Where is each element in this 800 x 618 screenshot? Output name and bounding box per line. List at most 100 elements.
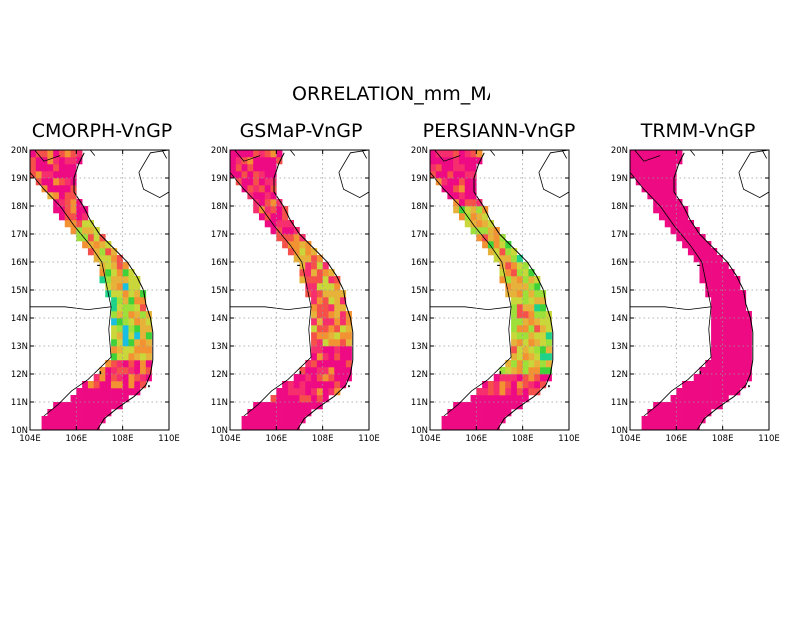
grid-cell [716,255,723,263]
grid-cell [322,283,329,291]
grid-cell [676,220,683,228]
grid-cell [64,192,71,200]
grid-cell [728,325,735,333]
grid-cell [70,150,77,158]
grid-cell [716,388,723,396]
grid-cell [134,346,141,354]
grid-cell [282,241,289,249]
grid-cell [711,248,718,256]
grid-cell [76,157,83,165]
grid-cell [328,381,335,389]
grid-cell [470,409,477,417]
grid-cell [476,227,483,235]
grid-cell [722,283,729,291]
grid-cell [728,367,735,375]
grid-cell [340,339,347,347]
grid-cell [728,353,735,361]
grid-cell [534,283,541,291]
grid-cell [464,192,471,200]
grid-cell [693,255,700,263]
grid-cell [664,171,671,179]
grid-cell [682,423,689,430]
grid-cell [734,381,741,389]
grid-cell [540,339,547,347]
grid-cell [340,367,347,375]
grid-cell [316,381,323,389]
grid-cell [140,381,147,389]
grid-cell [30,150,37,158]
grid-cell [534,304,541,312]
island-mark [499,371,502,375]
grid-cell [487,381,495,389]
grid-cell [70,402,77,410]
grid-cell [311,402,318,410]
panel-title-persiann: PERSIANN-VnGP [422,120,576,142]
grid-cell [99,409,106,417]
lon-tick-label: 110E [358,434,380,444]
grid-cell [540,346,547,354]
grid-cell [105,283,112,291]
grid-cell [511,297,518,305]
grid-cell [505,395,512,403]
grid-cell [311,367,318,375]
grid-cell [522,318,529,326]
grid-cell [545,367,552,375]
grid-cell [511,346,518,354]
grid-cell [540,360,547,368]
grid-cell [58,178,66,186]
grid-cell [264,192,271,200]
grid-cell [93,241,100,249]
grid-cell [111,262,118,270]
grid-cell [528,339,535,347]
lat-tick-label: 17N [211,230,228,240]
grid-cell [447,185,454,193]
grid-cell [511,283,518,291]
grid-cell [493,409,500,417]
grid-cell [734,318,741,326]
lat-tick-label: 20N [411,146,428,156]
grid-cell [464,171,471,179]
grid-cell [299,269,306,277]
lon-tick-label: 106E [66,434,88,444]
grid-cell [122,374,129,382]
grid-cell [76,206,83,214]
grid-cell [516,304,523,312]
grid-cell [247,416,254,424]
grid-cell [305,374,312,382]
grid-cell [516,360,523,368]
grid-cell [635,171,642,179]
grid-cell [499,416,506,424]
grid-cell [128,269,135,277]
grid-cell [716,339,723,347]
lat-tick-label: 15N [611,286,628,296]
grid-cell [540,297,547,305]
grid-cell [722,325,729,333]
hainan-coastline [738,150,769,199]
grid-cell [676,157,683,165]
grid-cell [299,416,306,424]
grid-cell [528,283,535,291]
grid-cell [511,381,518,389]
grid-cell [116,255,123,263]
grid-cell [528,311,535,319]
grid-cell [105,374,112,382]
grid-cell [722,388,729,396]
grid-cell [476,402,483,410]
grid-cell [682,395,689,403]
grid-cell [70,220,77,228]
grid-cell [687,409,695,417]
grid-cell [76,423,83,430]
grid-cell [258,164,266,172]
grid-cell [447,409,454,417]
grid-cell [511,255,518,263]
grid-cell [140,297,147,305]
grid-cell [658,185,666,193]
grid-cell [293,381,300,389]
grid-cell [247,409,254,417]
grid-cell [493,423,500,430]
grid-cell [122,276,129,284]
grid-cell [270,213,277,221]
grid-cell [345,318,352,326]
grid-cell [316,346,323,354]
grid-cell [470,402,477,410]
